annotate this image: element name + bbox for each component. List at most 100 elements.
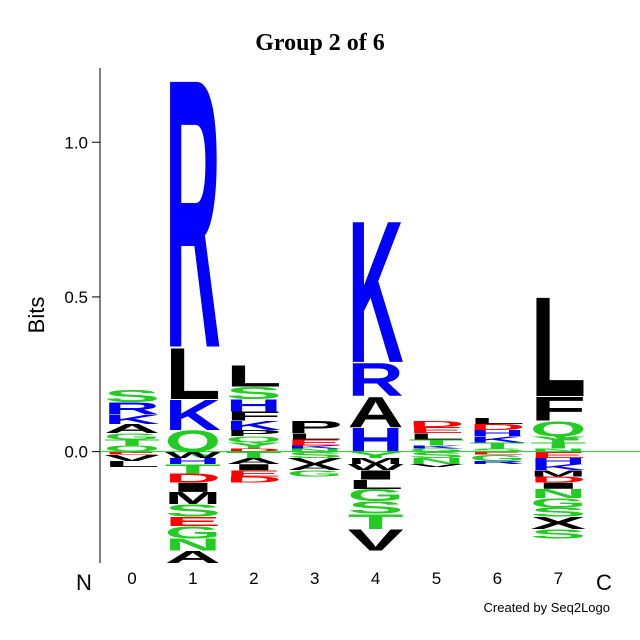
logo-letter: L (469, 416, 525, 426)
n-terminus-label: N (76, 570, 92, 595)
logo-letter: S (287, 450, 343, 460)
logo-letter: K (409, 445, 465, 450)
logo-letter: V (287, 456, 343, 466)
logo-letter: I (530, 481, 586, 491)
y-axis-label: Bits (24, 297, 49, 334)
logo-letter: G (104, 432, 160, 442)
logo-letter: E (226, 469, 282, 479)
logo-letter: K (165, 391, 221, 439)
logo-letter: L (226, 359, 282, 393)
logo-letter: I (165, 480, 221, 495)
logo-letter: A (287, 463, 343, 473)
logo-letter: M (348, 456, 404, 466)
y-tick-label: 1.0 (64, 133, 88, 152)
y-tick-label: 0.5 (64, 288, 88, 307)
logo-letter: E (104, 451, 160, 456)
logo-letter: N (165, 535, 221, 554)
logo-letter: Y (226, 441, 282, 451)
logo-letter: L (165, 333, 221, 415)
logo-letter: Q (226, 435, 282, 445)
logo-letter: T (104, 438, 160, 448)
logo-letter: V (409, 463, 465, 468)
logo-letter: K (530, 463, 586, 473)
logo-letter: D (530, 475, 586, 485)
logo-letter: S (409, 450, 465, 460)
logo-letter: T (348, 510, 404, 534)
logo-letter: E (409, 425, 465, 435)
logo-letter: G (530, 496, 586, 511)
logo-letter: R (469, 460, 525, 465)
logo-letter: T (226, 450, 282, 460)
logo-letter: H (469, 428, 525, 438)
logo-letter: T (409, 438, 465, 448)
logo-letter: D (409, 419, 465, 429)
logo-letter: D (226, 448, 282, 453)
logo-letter: A (165, 548, 221, 567)
logo-letter: R (165, 0, 221, 429)
logo-letter: W (348, 463, 404, 473)
logo-letter: N (530, 486, 586, 501)
logo-letter: N (530, 448, 586, 453)
logo-letter: S (165, 501, 221, 520)
logo-letter: L (104, 459, 160, 469)
logo-letter: G (165, 523, 221, 542)
chart-title: Group 2 of 6 (255, 30, 385, 56)
x-tick-label: 0 (127, 569, 136, 588)
logo-letter: H (530, 456, 586, 466)
x-tick-label: 7 (554, 569, 563, 588)
logo-letter: M (530, 469, 586, 479)
logo-letter: Q (104, 444, 160, 454)
logo-letter: S (104, 387, 160, 406)
logo-letter: E (469, 451, 525, 456)
logo-letter: K (469, 435, 525, 445)
logo-letter: N (409, 456, 465, 466)
logo-letter: P (287, 418, 343, 437)
x-tick-label: 6 (493, 569, 502, 588)
logo-letter: G (409, 448, 465, 453)
logo-letter: Y (530, 435, 586, 445)
logo-letter: A (226, 456, 282, 466)
logo-letter: G (287, 469, 343, 479)
logo-letter: S (348, 498, 404, 517)
logo-letter: T (165, 462, 221, 477)
logo-letter: H (226, 396, 282, 415)
logo-letter: F (530, 389, 586, 428)
logo-letter: A (348, 388, 404, 436)
logo-letter: D (226, 475, 282, 485)
logo-letter: L (409, 432, 465, 442)
logo-letter: X (530, 514, 586, 533)
logo-letter: E (530, 450, 586, 460)
logo-letter: H (348, 420, 404, 459)
logo-letter: D (165, 471, 221, 486)
logo-letter: L (287, 432, 343, 442)
logo-letter: T (469, 441, 525, 451)
logo-letter: K (104, 412, 160, 427)
logo-letter: W (165, 450, 221, 460)
logo-letter: L (530, 269, 586, 428)
logo-letter: H (165, 456, 221, 466)
logo-letter: K (226, 418, 282, 433)
logo-letter: S (530, 505, 586, 520)
logo-letter: S (469, 448, 525, 453)
logo-letter: S (530, 527, 586, 542)
logo-letter: M (165, 489, 221, 508)
y-tick-label: 0.0 (64, 443, 88, 462)
logo-letter: N (287, 448, 343, 453)
x-tick-label: 4 (371, 569, 380, 588)
c-terminus-label: C (596, 570, 612, 595)
logo-letter: V (348, 523, 404, 557)
logo-letter: K (348, 178, 404, 405)
x-tick-label: 5 (432, 569, 441, 588)
logo-letter: I (348, 468, 404, 483)
logo-letter: T (530, 441, 586, 451)
x-tick-label: 2 (249, 569, 258, 588)
logo-letter: F (226, 409, 282, 424)
logo-letter: V (104, 453, 160, 463)
x-tick-label: 1 (188, 569, 197, 588)
logo-letter: P (226, 428, 282, 438)
logo-letter: I (226, 463, 282, 473)
logo-letter: G (348, 486, 404, 505)
footer: Created by Seq2Logo (484, 600, 610, 615)
logo-letter: D (469, 422, 525, 432)
